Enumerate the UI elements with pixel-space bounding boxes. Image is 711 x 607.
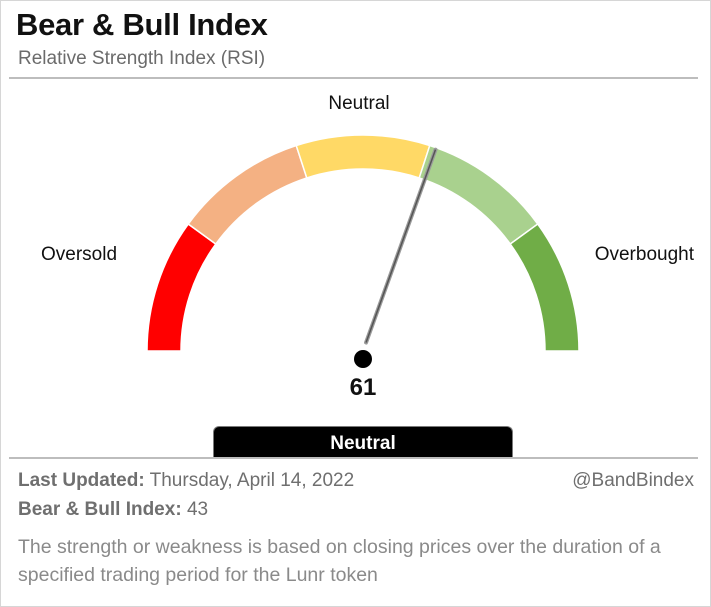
gauge-segments <box>146 134 580 352</box>
page-title: Bear & Bull Index <box>16 7 268 42</box>
zone-label-neutral: Neutral <box>328 93 389 114</box>
gauge-value: 61 <box>350 374 377 401</box>
gauge-segment-4 <box>418 144 539 246</box>
index-label: Bear & Bull Index: <box>18 499 182 520</box>
last-updated-label: Last Updated: <box>18 470 145 491</box>
index-value: 43 <box>186 499 209 520</box>
last-updated-value: Thursday, April 14, 2022 <box>149 470 355 491</box>
needle-core <box>365 149 437 343</box>
rsi-gauge-chart: Neutral Oversold Overbought 61 <box>41 93 695 401</box>
status-badge: Neutral <box>213 426 513 457</box>
twitter-handle: @BandBindex <box>572 470 694 491</box>
zone-label-overbought: Overbought <box>595 244 695 265</box>
page-subtitle: Relative Strength Index (RSI) <box>18 48 266 69</box>
description-text: The strength or weakness is based on clo… <box>18 536 661 586</box>
last-updated: Last Updated: Thursday, April 14, 2022 <box>18 470 354 492</box>
footer-divider <box>9 457 698 459</box>
gauge-segment-2 <box>187 144 308 246</box>
gauge-needle <box>354 147 438 368</box>
gauge-segment-5 <box>509 222 580 352</box>
zone-label-oversold: Oversold <box>41 244 117 265</box>
gauge-segment-3 <box>295 134 431 179</box>
header-divider <box>9 77 698 79</box>
needle-hub <box>354 350 372 368</box>
gauge-segment-1 <box>146 222 217 352</box>
index-readout: Bear & Bull Index: 43 <box>18 499 208 521</box>
